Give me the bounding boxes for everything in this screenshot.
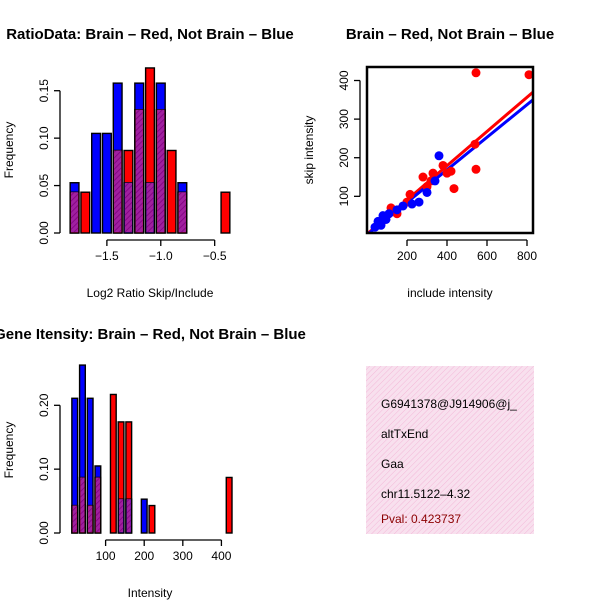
scatter-points [370, 68, 534, 232]
scatter-point-not-brain [384, 209, 394, 219]
scatter-x-tick-label: 200 [397, 249, 417, 263]
scatter-point-not-brain [430, 176, 440, 186]
scatter-x-tick-label: 800 [517, 249, 537, 263]
intensity-bar-overlap-hatch [95, 477, 100, 533]
intensity-xlabel: Intensity [128, 586, 173, 600]
intensity-bar-overlap-hatch [88, 505, 93, 533]
intensity-x-axis: 100 200 300 400 [96, 539, 232, 563]
ratio-bar-notbrain [101, 132, 112, 234]
scatter-y-tick-label: 200 [337, 147, 351, 167]
intensity-bar-overlap-hatch [126, 499, 131, 533]
ratio-bar-overlap-hatch [178, 192, 186, 233]
ratio-bar-brain [220, 191, 231, 234]
intensity-x-tick-label: 300 [173, 549, 193, 563]
ratio-y-tick-label: 0.05 [37, 174, 51, 198]
ratio-x-axis: −1.5 −1.0 −0.5 [95, 239, 227, 263]
intensity-histogram: Gene Itensity: Brain – Red, Not Brain – … [0, 326, 306, 600]
ratio-bar-brain [80, 191, 91, 234]
intensity-x-tick-label: 200 [134, 549, 154, 563]
scatter-point-brain [446, 166, 456, 176]
info-id: G6941378@J914906@j_ [381, 397, 517, 411]
ratio-ylabel: Frequency [2, 122, 16, 179]
scatter-point-brain [428, 168, 438, 178]
scatter-point-brain [438, 160, 448, 170]
intensity-bar-notbrain [140, 498, 148, 534]
ratio-bar-overlap-hatch [114, 150, 122, 233]
scatter-y-tick-label: 400 [337, 70, 351, 90]
scatter-x-tick-label: 400 [437, 249, 457, 263]
scatter-x-axis: 200 400 600 800 [397, 239, 537, 263]
intensity-y-tick-label: 0.00 [37, 521, 51, 545]
scatter-y-tick-label: 300 [337, 109, 351, 129]
ratio-y-tick-label: 0.00 [37, 221, 51, 245]
scatter-title: Brain – Red, Not Brain – Blue [346, 26, 554, 43]
scatter-ylabel: skip intensity [302, 116, 316, 185]
scatter-point-brain [418, 172, 428, 182]
scatter-xlabel: include intensity [407, 286, 492, 300]
info-location: chr11.5122–4.32 [381, 487, 471, 501]
ratio-y-tick-label: 0.15 [37, 79, 51, 103]
ratio-title: RatioData: Brain – Red, Not Brain – Blue [6, 26, 294, 43]
intensity-bar-overlap-hatch [118, 499, 124, 533]
ratio-x-tick-label: −0.5 [203, 249, 227, 263]
scatter-point-brain [449, 184, 459, 194]
scatter-y-tick-label: 100 [337, 186, 351, 206]
intensity-x-tick-label: 400 [211, 549, 231, 563]
scatter-y-axis: 100 200 300 400 [337, 70, 361, 206]
intensity-bars [71, 364, 233, 534]
ratio-y-axis: 0.00 0.05 0.10 0.15 [37, 79, 61, 245]
ratio-bar-overlap-hatch [135, 109, 143, 233]
scatter-x-tick-label: 600 [477, 249, 497, 263]
scatter-frame [365, 65, 535, 235]
ratio-bar-overlap-hatch [70, 192, 79, 233]
ratio-x-tick-label: −1.0 [149, 249, 173, 263]
scatter-point-brain [471, 164, 481, 174]
intensity-bar-brain [109, 393, 117, 534]
scatter-point-brain [471, 68, 481, 78]
ratio-bar-overlap-hatch [124, 182, 133, 233]
intensity-y-tick-label: 0.20 [37, 393, 51, 417]
intensity-bar-overlap-hatch [72, 505, 77, 533]
scatter-point-not-brain [422, 187, 432, 197]
ratio-bar-brain [166, 149, 177, 234]
ratio-bar-notbrain [91, 132, 102, 234]
ratio-bars [69, 67, 231, 234]
intensity-bar-overlap-hatch [80, 477, 85, 533]
scatter-point-brain [524, 70, 534, 80]
scatter-point-not-brain [398, 201, 408, 211]
ratio-y-tick-label: 0.10 [37, 126, 51, 150]
scatter-point-not-brain [414, 197, 424, 207]
intensity-ylabel: Frequency [2, 422, 16, 479]
info-hatch [366, 366, 534, 534]
intensity-bar-brain [225, 476, 233, 534]
intensity-title: Gene Itensity: Brain – Red, Not Brain – … [0, 326, 306, 343]
intensity-bar-brain [148, 504, 156, 534]
scatter-plot: Brain – Red, Not Brain – Blue 200 400 600 8… [302, 26, 554, 300]
ratio-bar-overlap-hatch [146, 182, 154, 233]
info-gene: Gaa [381, 457, 404, 471]
info-panel: G6941378@J914906@j_ altTxEnd Gaa chr11.5… [366, 366, 534, 534]
scatter-point-brain [405, 189, 415, 199]
ratio-bar-overlap-hatch [157, 109, 165, 233]
intensity-y-tick-label: 0.10 [37, 457, 51, 481]
ratio-xlabel: Log2 Ratio Skip/Include [87, 286, 214, 300]
scatter-point-not-brain [434, 151, 444, 161]
scatter-point-not-brain [407, 199, 417, 209]
info-pval: Pval: 0.423737 [381, 512, 461, 526]
info-type: altTxEnd [381, 427, 428, 441]
ratio-histogram: RatioData: Brain – Red, Not Brain – Blue… [2, 26, 294, 300]
scatter-point-brain [470, 139, 480, 149]
intensity-x-tick-label: 100 [96, 549, 116, 563]
ratio-x-tick-label: −1.5 [95, 249, 119, 263]
intensity-y-axis: 0.00 0.10 0.20 [37, 393, 61, 545]
